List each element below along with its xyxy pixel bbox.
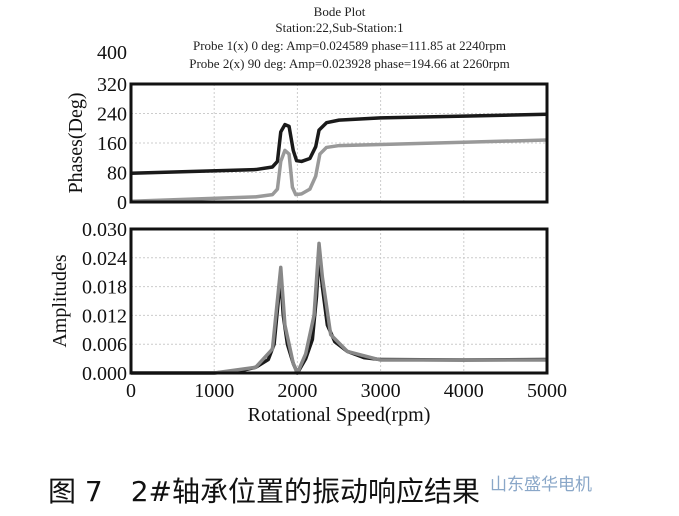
plot-frame — [129, 227, 549, 375]
probe2-info: Probe 2(x) 90 deg: Amp=0.023928 phase=19… — [189, 56, 510, 71]
x-tick-label: 5000 — [527, 380, 567, 402]
figure-caption: 图 7 2#轴承位置的振动响应结果 — [48, 475, 480, 508]
x-tick-label: 4000 — [444, 380, 484, 402]
y-tick-label: 0.024 — [82, 248, 127, 270]
y-tick-label: 0.030 — [82, 219, 127, 241]
y-axis-label: Amplitudes — [49, 254, 71, 348]
y-tick-label: 0.012 — [82, 305, 127, 327]
series-line — [130, 112, 548, 175]
y-tick-label: 400 — [97, 42, 127, 64]
plot-frame — [129, 82, 549, 204]
series-line — [131, 241, 547, 375]
chart-title: Bode Plot — [313, 4, 366, 19]
y-tick-label: 320 — [97, 74, 127, 96]
y-tick-label: 0.000 — [82, 363, 127, 385]
y-tick-label: 160 — [97, 133, 127, 155]
watermark: 山东盛华电机 — [490, 475, 592, 495]
x-tick-label: 2000 — [277, 380, 317, 402]
chart-subtitle: Station:22,Sub-Station:1 — [275, 20, 404, 35]
x-tick-label: 3000 — [361, 380, 401, 402]
x-axis-label: Rotational Speed(rpm) — [248, 404, 431, 426]
series-line — [131, 251, 548, 375]
y-tick-label: 0 — [117, 192, 127, 214]
series-line — [130, 138, 548, 204]
x-tick-label: 1000 — [194, 380, 234, 402]
x-tick-label: 0 — [126, 380, 136, 402]
y-axis-label: Phases(Deg) — [65, 92, 87, 193]
y-tick-label: 240 — [97, 104, 127, 126]
y-tick-label: 0.006 — [82, 334, 127, 356]
y-tick-label: 0.018 — [82, 277, 127, 299]
y-tick-label: 80 — [107, 163, 127, 185]
probe1-info: Probe 1(x) 0 deg: Amp=0.024589 phase=111… — [192, 38, 507, 53]
